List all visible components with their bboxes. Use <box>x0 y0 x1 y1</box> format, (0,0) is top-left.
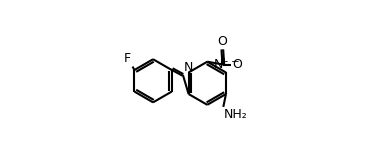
Text: O: O <box>217 35 227 48</box>
Text: N: N <box>183 61 193 74</box>
Text: N: N <box>213 58 223 71</box>
Text: O: O <box>232 58 242 71</box>
Text: +: + <box>220 57 229 67</box>
Text: −: − <box>231 57 240 67</box>
Text: NH₂: NH₂ <box>224 108 248 120</box>
Text: F: F <box>124 52 131 65</box>
